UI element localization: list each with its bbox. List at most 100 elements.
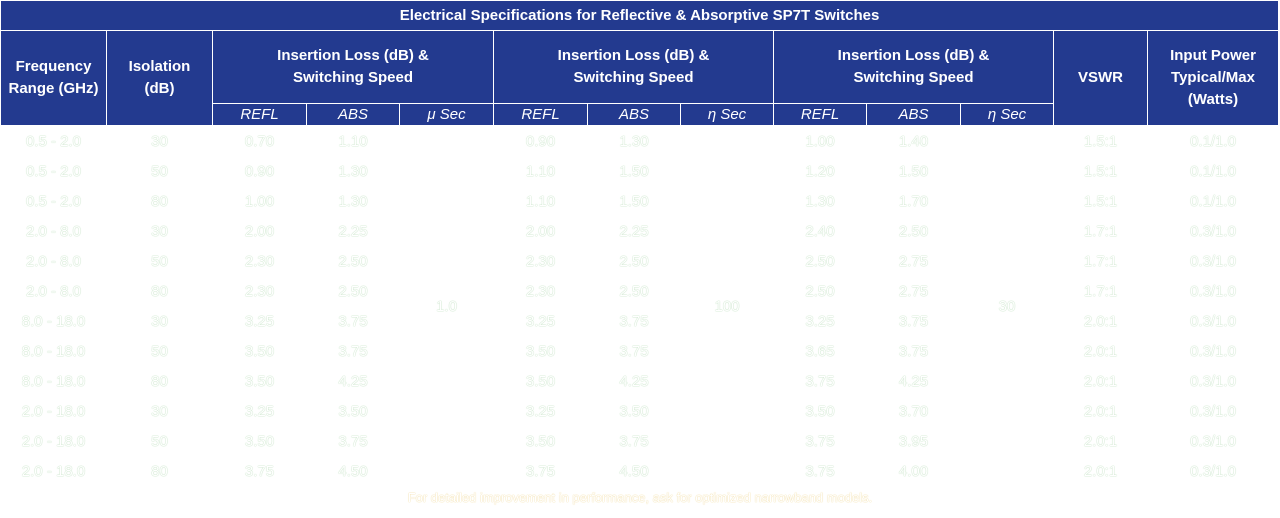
table-cell: 1.10 xyxy=(525,162,556,180)
table-row: 8.0 - 18.0 30 3.25 3.75 3.25 3.75 3.25 3.75 2.0:… xyxy=(1,306,1279,336)
table-cell: 3.25 xyxy=(525,312,556,330)
table-cell: 0.90 xyxy=(244,162,275,180)
table-cell: 2.50 xyxy=(898,222,929,240)
sub-header: ABS xyxy=(587,103,681,126)
table-cell: 1.00 xyxy=(805,132,835,150)
table-cell: 4.50 xyxy=(619,462,649,480)
table-cell: 1.50 xyxy=(619,162,649,180)
table-cell: 2.75 xyxy=(898,252,929,270)
table-cell: 2.30 xyxy=(244,252,275,270)
speed-cell: 100 xyxy=(714,297,740,315)
table-cell: 0.90 xyxy=(525,132,556,150)
table-cell: 80 xyxy=(151,192,168,210)
table-row: 2.0 - 18.0 80 3.75 4.50 3.75 4.50 3.75 4.00 2.0:… xyxy=(1,456,1279,486)
table-cell: 8.0 - 18.0 xyxy=(21,312,86,330)
table-cell: 1.50 xyxy=(898,162,929,180)
table-cell: 2.50 xyxy=(619,282,649,300)
table-cell: 2.50 xyxy=(338,282,368,300)
speed-cell: 1.0 xyxy=(436,297,457,315)
table-cell: 2.75 xyxy=(898,282,929,300)
table-cell: 3.25 xyxy=(805,312,835,330)
table-cell: 1.00 xyxy=(244,192,275,210)
table-cell: 1.20 xyxy=(805,162,835,180)
table-cell: 1.30 xyxy=(619,132,649,150)
column-header: Frequency Range (GHz) xyxy=(0,30,107,126)
table-cell: 3.75 xyxy=(805,372,835,390)
column-header: VSWR xyxy=(1053,30,1148,126)
table-cell: 3.50 xyxy=(619,402,649,420)
table-cell: 0.3/1.0 xyxy=(1190,462,1236,480)
table-cell: 4.50 xyxy=(338,462,368,480)
table-cell: 3.75 xyxy=(805,462,835,480)
column-header: Insertion Loss (dB) & Switching Speed xyxy=(773,30,1054,104)
table-cell: 1.10 xyxy=(525,192,556,210)
table-row: 8.0 - 18.0 80 3.50 4.25 3.50 4.25 3.75 4.25 2.0:… xyxy=(1,366,1279,396)
table-cell: 3.50 xyxy=(525,432,556,450)
table-cell: 3.75 xyxy=(525,462,556,480)
table-cell: 2.0 - 8.0 xyxy=(25,282,82,300)
table-cell: 2.0:1 xyxy=(1083,342,1118,360)
table-cell: 2.00 xyxy=(525,222,556,240)
table-cell: 0.3/1.0 xyxy=(1190,402,1236,420)
table-cell: 3.75 xyxy=(898,312,929,330)
table-row: 2.0 - 8.0 30 2.00 2.25 2.00 2.25 2.40 2.50 1.7:1… xyxy=(1,216,1279,246)
table-row: 8.0 - 18.0 50 3.50 3.75 3.50 3.75 3.65 3.75 2.0:… xyxy=(1,336,1279,366)
header-text: Isolation (dB) xyxy=(128,58,191,97)
table-cell: 1.7:1 xyxy=(1083,282,1118,300)
table-cell: 3.75 xyxy=(619,432,649,450)
table-cell: 30 xyxy=(151,132,168,150)
table-cell: 3.75 xyxy=(338,342,368,360)
table-cell: 2.40 xyxy=(805,222,835,240)
table-cell: 8.0 - 18.0 xyxy=(21,372,86,390)
footnote: For detailed improvement in performance,… xyxy=(407,490,873,505)
table-cell: 2.50 xyxy=(619,252,649,270)
header-text: Insertion Loss (dB) & Switching Speed xyxy=(557,47,710,86)
table-cell: 30 xyxy=(151,312,168,330)
table-cell: 2.0 - 18.0 xyxy=(21,432,86,450)
table-cell: 3.75 xyxy=(619,312,649,330)
table-row: 0.5 - 2.0 80 1.00 1.30 1.10 1.50 1.30 1.70 1.5:1… xyxy=(1,186,1279,216)
table-cell: 2.30 xyxy=(244,282,275,300)
table-cell: 30 xyxy=(151,402,168,420)
table-cell: 50 xyxy=(151,162,168,180)
table-cell: 3.25 xyxy=(244,402,275,420)
table-cell: 0.70 xyxy=(244,132,275,150)
sub-header: η Sec xyxy=(960,103,1054,126)
header-text: Frequency Range (GHz) xyxy=(8,58,99,97)
table-cell: 1.40 xyxy=(898,132,929,150)
table-cell: 2.30 xyxy=(525,282,556,300)
table-cell: 0.3/1.0 xyxy=(1190,342,1236,360)
table-cell: 0.1/1.0 xyxy=(1190,132,1236,150)
table-cell: 2.30 xyxy=(525,252,556,270)
sub-header: REFL xyxy=(493,103,588,126)
table-row: 2.0 - 18.0 30 3.25 3.50 3.25 3.50 3.50 3.70 2.0:… xyxy=(1,396,1279,426)
sub-header: REFL xyxy=(212,103,307,126)
column-header: Input Power Typical/Max (Watts) xyxy=(1146,30,1280,126)
table-cell: 3.70 xyxy=(898,402,929,420)
table-cell: 1.5:1 xyxy=(1083,162,1118,180)
table-cell: 80 xyxy=(151,372,168,390)
column-header: Insertion Loss (dB) & Switching Speed xyxy=(212,30,494,104)
table-cell: 1.30 xyxy=(338,162,368,180)
table-cell: 30 xyxy=(151,222,168,240)
table-cell: 3.50 xyxy=(338,402,368,420)
column-header: Insertion Loss (dB) & Switching Speed xyxy=(493,30,774,104)
table-cell: 0.3/1.0 xyxy=(1190,312,1236,330)
table-cell: 2.00 xyxy=(244,222,275,240)
table-cell: 80 xyxy=(151,282,168,300)
table-title: Electrical Specifications for Reflective… xyxy=(0,0,1280,31)
table-cell: 0.3/1.0 xyxy=(1190,252,1236,270)
spec-table: Electrical Specifications for Reflective… xyxy=(0,0,1280,486)
table-cell: 0.5 - 2.0 xyxy=(25,192,82,210)
table-cell: 2.25 xyxy=(338,222,368,240)
header-text: VSWR xyxy=(1078,69,1123,86)
table-cell: 3.50 xyxy=(525,342,556,360)
speed-cell: 30 xyxy=(998,297,1016,315)
table-cell: 1.5:1 xyxy=(1083,192,1118,210)
table-cell: 2.0:1 xyxy=(1083,312,1118,330)
table-cell: 8.0 - 18.0 xyxy=(21,342,86,360)
table-cell: 2.0:1 xyxy=(1083,462,1118,480)
header-text: Insertion Loss (dB) & Switching Speed xyxy=(277,47,429,86)
table-cell: 3.75 xyxy=(805,432,835,450)
